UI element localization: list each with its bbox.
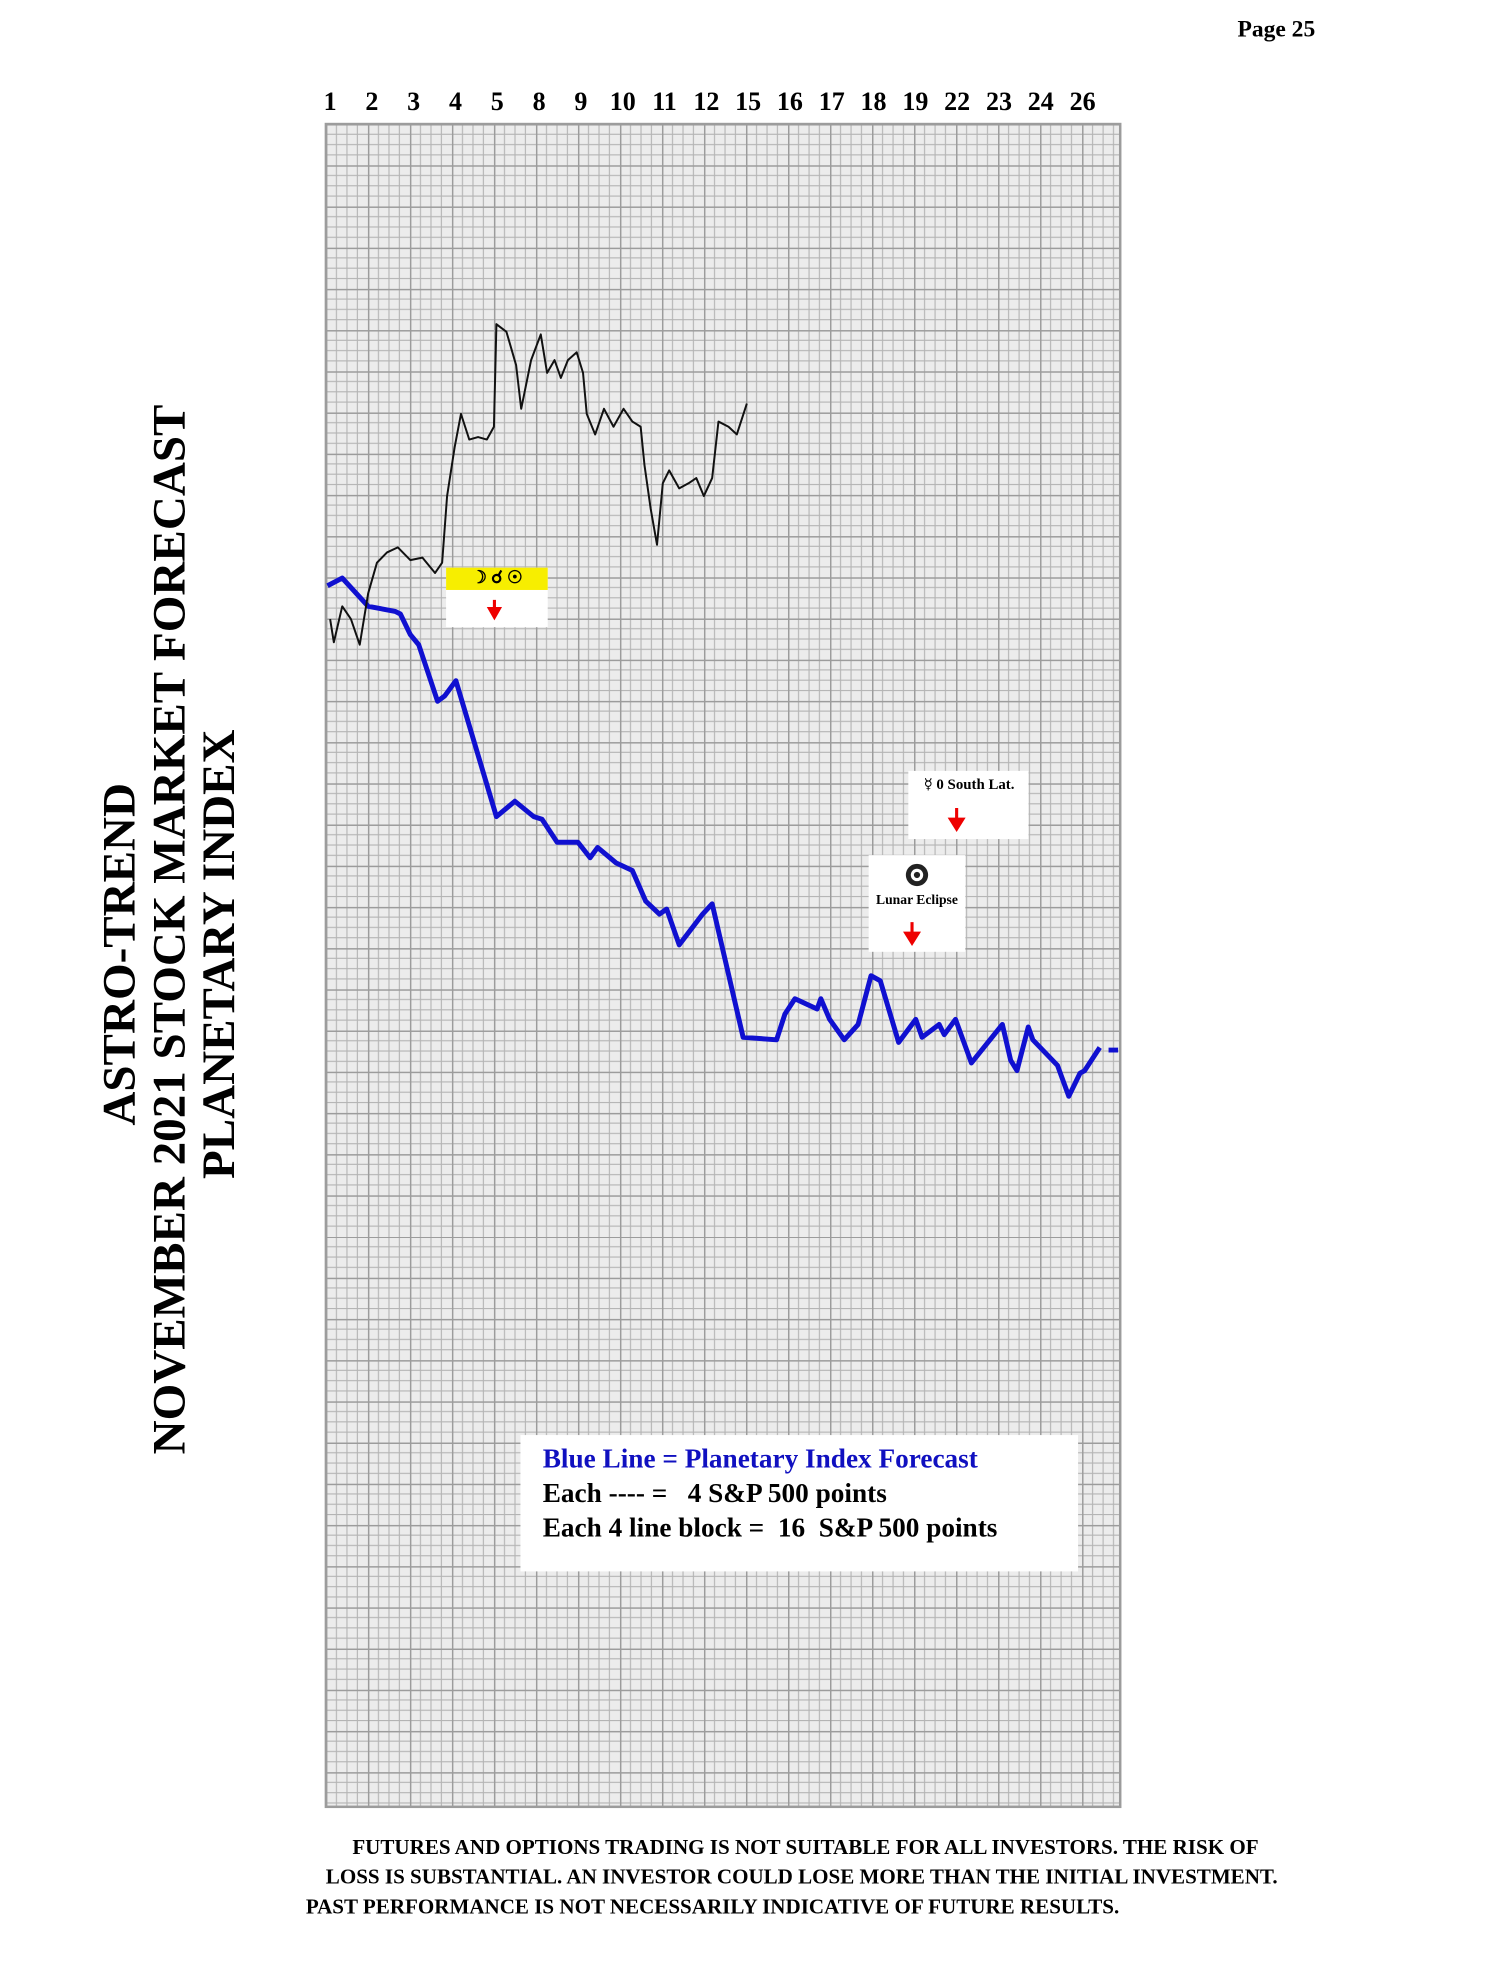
series-line (329, 323, 748, 646)
annotation-text: ☿ 0 South Lat. (924, 777, 1015, 793)
annotation-box: Lunar Eclipse (868, 855, 966, 952)
x-tick-label: 10 (610, 87, 636, 116)
note-line: Blue Line = Planetary Index Forecast (543, 1443, 978, 1473)
annotation-box: ☿ 0 South Lat. (908, 770, 1029, 840)
x-tick-label: 18 (861, 87, 887, 116)
footer-line: LOSS IS SUBSTANTIAL. AN INVESTOR COULD L… (326, 1865, 1278, 1889)
page-number: Page 25 (1237, 17, 1315, 43)
x-tick-label: 3 (407, 87, 420, 116)
footer-line: PAST PERFORMANCE IS NOT NECESSARILY INDI… (306, 1894, 1119, 1918)
x-tick-label: 26 (1070, 87, 1096, 116)
x-tick-label: 19 (902, 87, 928, 116)
annotation-text: Lunar Eclipse (876, 892, 958, 907)
title-line: NOVEMBER 2021 STOCK MARKET FORECAST (143, 405, 195, 1455)
x-tick-label: 15 (735, 87, 761, 116)
footer-line: FUTURES AND OPTIONS TRADING IS NOT SUITA… (352, 1835, 1258, 1859)
title-line: PLANETARY INDEX (193, 730, 245, 1180)
title-line: ASTRO-TREND (94, 783, 146, 1126)
x-tick-label: 5 (491, 87, 504, 116)
x-tick-label: 11 (652, 87, 677, 116)
x-tick-label: 9 (574, 87, 587, 116)
x-tick-label: 1 (324, 87, 337, 116)
x-tick-label: 23 (986, 87, 1012, 116)
x-tick-label: 12 (693, 87, 719, 116)
note-line: Each ---- = 4 S&P 500 points (543, 1478, 887, 1508)
x-tick-label: 17 (819, 87, 845, 116)
x-tick-label: 16 (777, 87, 803, 116)
plot: 1 2 3 4 5 8 9 10 11 12 15 16 17 18 19 22 23 24 26 (324, 87, 1119, 1099)
x-tick-label: 8 (533, 87, 546, 116)
x-tick-label: 2 (365, 87, 378, 116)
annotation-box: ☽ ☌ ☉ (446, 567, 548, 628)
x-tick-label: 22 (944, 87, 970, 116)
note-box: Blue Line = Planetary Index Forecast Eac… (520, 1435, 1079, 1572)
x-tick-label: 4 (449, 87, 462, 116)
note-line: Each 4 line block = 16 S&P 500 points (543, 1513, 998, 1543)
series-line (326, 575, 1119, 1099)
annotation-text: ☽ ☌ ☉ (471, 568, 522, 587)
x-tick-label: 24 (1028, 87, 1054, 116)
